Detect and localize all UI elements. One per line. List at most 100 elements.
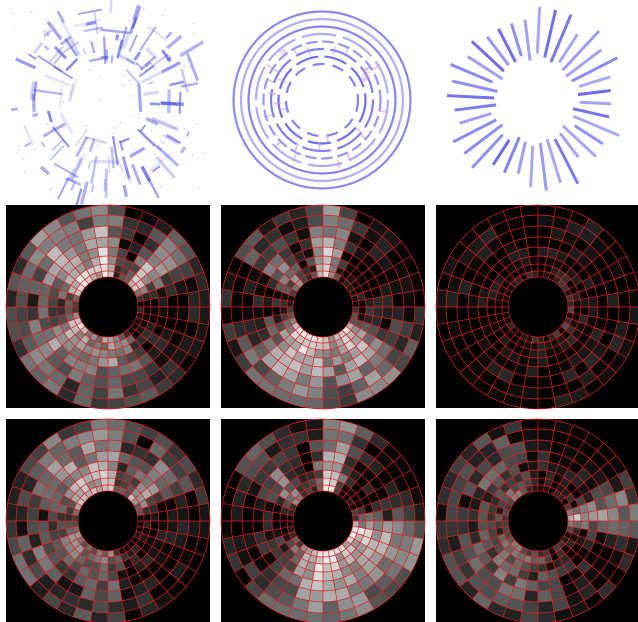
polar-cell: [603, 319, 618, 335]
polar-cell: [315, 342, 323, 350]
polar-cell: [150, 521, 159, 530]
polar-cell: [603, 533, 618, 549]
polar-cell: [351, 526, 359, 534]
polar-cell: [308, 375, 323, 388]
polar-cell: [369, 218, 389, 237]
dash: [272, 101, 281, 105]
dash: [68, 83, 75, 103]
polar-cell: [388, 493, 403, 509]
grid-spoke: [563, 469, 627, 507]
polar-cell: [72, 307, 79, 314]
polar-cell: [316, 485, 323, 492]
polar-cell: [101, 550, 108, 557]
polar-cell: [221, 289, 233, 307]
polar-cell: [269, 345, 285, 361]
grid-spoke: [72, 549, 99, 617]
grid-spoke: [449, 469, 513, 507]
polar-cell: [28, 347, 46, 367]
polar-cell: [363, 528, 374, 539]
polar-cell: [517, 568, 530, 581]
grid-spoke: [442, 485, 510, 512]
dash: [128, 5, 142, 35]
polar-cell: [447, 535, 462, 553]
polar-cell: [467, 450, 486, 469]
grid-spoke: [244, 241, 301, 288]
polar-cell: [122, 430, 140, 445]
grid-spoke: [327, 206, 342, 278]
polar-cell: [442, 470, 459, 490]
polar-cell: [154, 377, 174, 396]
polar-cell: [173, 319, 188, 335]
polar-cell: [257, 432, 277, 451]
dash: [78, 8, 102, 15]
polar-cell: [37, 573, 56, 592]
spoke: [471, 133, 504, 169]
polar-cell: [323, 336, 330, 343]
polar-cell: [567, 521, 574, 528]
polar-cell: [467, 236, 486, 255]
dot: [150, 129, 153, 132]
polar-cell: [316, 271, 323, 278]
polar-cell: [323, 342, 331, 350]
grid-spoke: [542, 206, 557, 278]
spoke: [470, 40, 505, 73]
polar-cell: [578, 314, 589, 325]
polar-cell: [65, 506, 75, 515]
polar-cell: [580, 512, 589, 521]
polar-cell: [128, 358, 143, 373]
polar-cell: [310, 485, 318, 493]
polar-cell: [19, 455, 38, 475]
polar-cell: [65, 313, 75, 322]
polar-cell: [16, 505, 29, 521]
polar-cell: [510, 372, 526, 387]
polar-cell: [263, 296, 273, 307]
polar-cell: [198, 307, 210, 325]
polar-cell: [42, 327, 57, 342]
polar-cell: [591, 468, 609, 486]
grid-spoke: [547, 211, 574, 279]
polar-cell: [257, 591, 277, 610]
polar-cell: [101, 271, 108, 278]
dot: [33, 148, 35, 150]
polar-cell: [447, 275, 462, 293]
polar-cell: [617, 291, 630, 307]
polar-cell: [597, 366, 617, 386]
polar-cell: [39, 531, 52, 545]
polar-cell: [295, 586, 311, 601]
polar-cell: [506, 597, 524, 612]
dash: [128, 34, 138, 52]
polar-cell: [608, 475, 625, 494]
dot: [22, 158, 25, 160]
polar-cell: [323, 215, 339, 228]
polar-cell: [158, 521, 168, 532]
polar-cell: [520, 611, 538, 622]
polar-cell: [115, 347, 126, 358]
polar-cell: [236, 334, 253, 353]
dash: [64, 37, 79, 57]
dot: [138, 116, 140, 119]
grid-spoke: [136, 316, 204, 343]
spoke: [573, 124, 604, 146]
polar-cell: [352, 307, 359, 314]
polar-cell: [232, 321, 247, 339]
polar-cell: [28, 533, 43, 549]
grid-spoke: [227, 316, 295, 343]
polar-cell: [148, 528, 159, 539]
grid-spoke: [89, 336, 104, 408]
polar-cell: [108, 440, 123, 453]
polar-cell: [57, 314, 68, 325]
polar-cell: [358, 307, 366, 315]
polar-cell: [146, 345, 162, 361]
polar-cell: [108, 264, 116, 272]
polar-cell: [323, 264, 331, 272]
polar-cell: [29, 366, 49, 386]
polar-cell: [80, 586, 96, 601]
dash: [90, 155, 98, 184]
polar-cell: [6, 521, 18, 539]
grid-spoke: [567, 525, 638, 539]
polar-cell: [187, 470, 204, 490]
polar-cell: [530, 342, 538, 350]
polar-cell: [187, 256, 204, 276]
polar-cell: [76, 383, 94, 398]
polar-cell: [307, 386, 323, 399]
